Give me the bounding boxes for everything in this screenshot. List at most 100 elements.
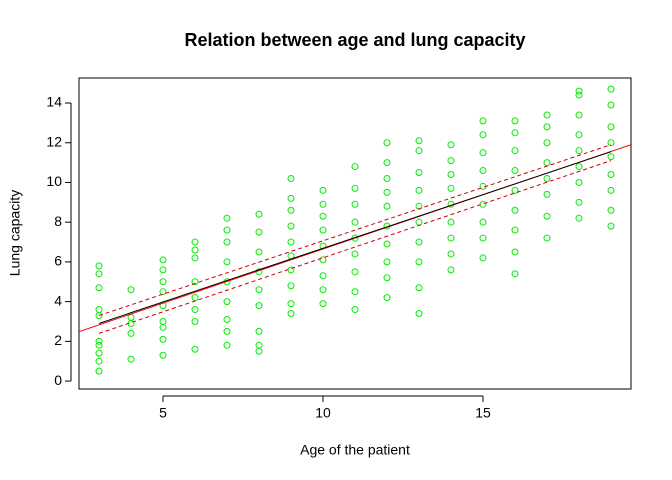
data-point <box>479 117 487 125</box>
data-point <box>479 200 487 208</box>
data-point <box>447 184 455 192</box>
data-point <box>479 218 487 226</box>
data-point <box>543 234 551 242</box>
data-point <box>255 327 263 335</box>
data-point <box>287 310 295 318</box>
data-point <box>223 214 231 222</box>
data-point <box>95 349 103 357</box>
data-point <box>159 302 167 310</box>
data-point <box>479 167 487 175</box>
data-point <box>447 171 455 179</box>
data-point <box>447 234 455 242</box>
data-point <box>447 141 455 149</box>
data-point <box>191 278 199 286</box>
data-point <box>447 218 455 226</box>
data-point <box>223 238 231 246</box>
data-point <box>127 314 135 322</box>
data-point <box>447 250 455 258</box>
data-point <box>607 153 615 161</box>
data-point <box>351 306 359 314</box>
data-point <box>159 256 167 264</box>
y-tick-label: 10 <box>46 173 62 189</box>
data-point <box>223 341 231 349</box>
data-point <box>383 240 391 248</box>
data-point <box>383 139 391 147</box>
data-point <box>415 147 423 155</box>
data-point <box>351 288 359 296</box>
data-point <box>607 206 615 214</box>
data-point <box>479 149 487 157</box>
data-point <box>255 302 263 310</box>
data-point <box>511 186 519 194</box>
data-point <box>319 186 327 194</box>
data-point <box>415 218 423 226</box>
data-point <box>607 85 615 93</box>
data-point <box>95 270 103 278</box>
chart-title: Relation between age and lung capacity <box>184 30 525 50</box>
data-point <box>575 91 583 99</box>
data-point <box>607 186 615 194</box>
data-point <box>287 238 295 246</box>
data-point <box>223 226 231 234</box>
data-point <box>447 266 455 274</box>
data-point <box>95 284 103 292</box>
x-axis-label: Age of the patient <box>300 442 410 458</box>
data-point <box>223 298 231 306</box>
data-point <box>287 174 295 182</box>
data-point <box>255 248 263 256</box>
data-point <box>479 254 487 262</box>
data-point <box>159 351 167 359</box>
data-point <box>95 306 103 314</box>
data-point <box>511 117 519 125</box>
data-point <box>287 282 295 290</box>
data-point <box>191 294 199 302</box>
data-point <box>191 317 199 325</box>
x-tick-label: 5 <box>159 405 167 421</box>
data-point <box>319 300 327 308</box>
data-point <box>415 186 423 194</box>
data-point <box>191 306 199 314</box>
data-point <box>255 347 263 355</box>
data-point <box>127 286 135 294</box>
data-point <box>191 254 199 262</box>
data-point <box>479 131 487 139</box>
data-point <box>319 200 327 208</box>
data-point <box>255 210 263 218</box>
data-point <box>383 188 391 196</box>
data-point <box>575 147 583 155</box>
data-point <box>543 159 551 167</box>
data-point <box>511 270 519 278</box>
data-point <box>511 147 519 155</box>
data-point <box>607 171 615 179</box>
plot-box <box>78 77 632 390</box>
data-point <box>511 206 519 214</box>
y-tick-label: 4 <box>54 292 62 308</box>
data-point <box>351 250 359 258</box>
data-point <box>511 248 519 256</box>
data-point <box>511 129 519 137</box>
data-point <box>159 266 167 274</box>
data-point <box>383 159 391 167</box>
data-point <box>415 169 423 177</box>
data-point <box>127 355 135 363</box>
data-point <box>223 327 231 335</box>
data-point <box>511 167 519 175</box>
data-point <box>415 137 423 145</box>
data-point <box>607 123 615 131</box>
data-point <box>543 139 551 147</box>
data-point <box>415 310 423 318</box>
data-point <box>383 258 391 266</box>
y-tick-label: 2 <box>54 332 62 348</box>
data-point <box>575 214 583 222</box>
data-point <box>319 212 327 220</box>
data-point <box>607 139 615 147</box>
data-point <box>223 315 231 323</box>
data-point <box>255 286 263 294</box>
data-point <box>479 234 487 242</box>
data-point <box>543 190 551 198</box>
data-point <box>95 357 103 365</box>
data-point <box>543 123 551 131</box>
data-point <box>607 222 615 230</box>
y-tick-label: 0 <box>54 372 62 388</box>
